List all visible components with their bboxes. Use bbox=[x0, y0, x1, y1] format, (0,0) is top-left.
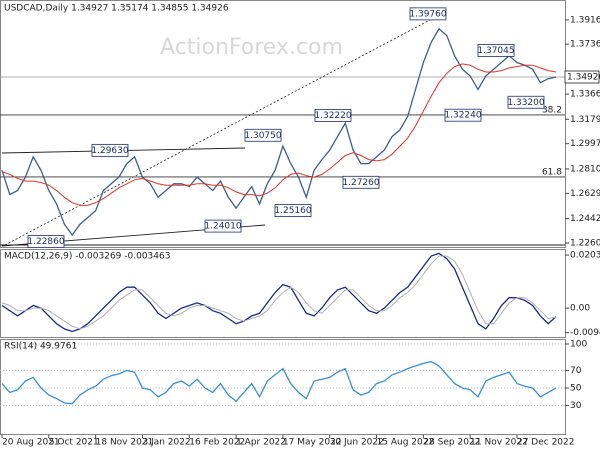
y-tick-label: 30 bbox=[570, 401, 582, 411]
y-tick-label: 1.24420 bbox=[570, 214, 600, 224]
price-callout-label: 1.30750 bbox=[244, 131, 281, 141]
panel-title: USDCAD,Daily 1.34927 1.35174 1.34855 1.3… bbox=[4, 4, 229, 14]
price-callout-label: 1.37045 bbox=[477, 46, 514, 56]
series-line bbox=[1, 63, 557, 206]
x-tick-label: 28 Sep 2022 bbox=[423, 438, 480, 448]
macd-frame bbox=[0, 249, 566, 338]
price-callout bbox=[342, 175, 380, 189]
last-price-box bbox=[564, 70, 600, 84]
x-tick-label: 1 Apr 2022 bbox=[236, 438, 286, 448]
y-tick-label: -0.009438 bbox=[570, 328, 600, 338]
x-tick-label: 15 Aug 2022 bbox=[377, 438, 435, 448]
y-tick-label: 1.28105 bbox=[570, 164, 600, 174]
y-tick-label: 0.02036 bbox=[570, 251, 600, 261]
price-callout bbox=[244, 128, 282, 142]
x-tick-label: 11 Nov 2022 bbox=[470, 438, 528, 448]
x-tick-label: 27 Dec 2022 bbox=[517, 438, 575, 448]
price-callout bbox=[274, 204, 312, 217]
y-tick-label: 1.37365 bbox=[570, 40, 600, 50]
x-tick-label: 20 Aug 2021 bbox=[2, 438, 60, 448]
y-tick-label: 1.22605 bbox=[570, 239, 600, 249]
y-tick-label: 1.29975 bbox=[570, 139, 600, 149]
series-line bbox=[1, 360, 557, 405]
plot-layer bbox=[0, 0, 566, 435]
last-price-label: 1.34926 bbox=[567, 73, 600, 83]
series-line bbox=[1, 27, 557, 237]
x-tick-label: 18 Nov 2021 bbox=[96, 438, 154, 448]
price-callout bbox=[314, 109, 352, 122]
fib-label: 61.8 bbox=[542, 167, 562, 177]
price-frame bbox=[0, 0, 566, 248]
y-tick-label: 1.33660 bbox=[570, 90, 600, 100]
price-callout-label: 1.29630 bbox=[91, 146, 128, 156]
price-callout-label: 1.39760 bbox=[409, 9, 446, 19]
trendline bbox=[4, 11, 446, 246]
price-callout-label: 1.33200 bbox=[507, 98, 544, 108]
price-callout bbox=[477, 44, 515, 57]
price-callout bbox=[444, 108, 482, 122]
rsi-frame bbox=[0, 339, 566, 435]
x-tick-label: 17 May 2022 bbox=[283, 438, 342, 448]
x-tick-label: 16 Feb 2022 bbox=[189, 438, 245, 448]
y-tick-label: 100 bbox=[570, 340, 587, 350]
x-tick-label: 3 Jan 2022 bbox=[142, 438, 190, 448]
price-callout bbox=[507, 95, 545, 109]
price-callout-label: 1.24010 bbox=[204, 222, 241, 232]
series-line bbox=[1, 252, 557, 333]
y-tick-label: 70 bbox=[570, 366, 582, 376]
x-tick-label: 30 Jun 2022 bbox=[330, 438, 384, 448]
price-callout-label: 1.25160 bbox=[274, 206, 311, 216]
y-tick-label: 1.39160 bbox=[570, 15, 600, 25]
price-callout-label: 1.32220 bbox=[314, 111, 351, 121]
price-callout bbox=[409, 7, 447, 21]
fib-label: 38.2 bbox=[542, 105, 562, 115]
y-tick-label: 1.31790 bbox=[570, 115, 600, 125]
price-callout bbox=[27, 235, 65, 248]
watermark: ActionForex.com bbox=[160, 35, 343, 60]
y-tick-label: 0.00 bbox=[570, 304, 590, 314]
price-callout-label: 1.27260 bbox=[342, 178, 379, 188]
y-tick-label: 50 bbox=[570, 384, 582, 394]
price-callout-label: 1.32240 bbox=[444, 111, 481, 121]
price-callout bbox=[204, 219, 242, 233]
price-callout bbox=[91, 143, 129, 157]
x-tick-label: 5 Oct 2021 bbox=[49, 438, 99, 448]
series-line bbox=[1, 255, 557, 330]
panel-title: MACD(12,26,9) -0.003269 -0.003463 bbox=[4, 252, 170, 262]
panel-title: RSI(14) 49.9761 bbox=[4, 342, 77, 352]
price-callout-label: 1.22860 bbox=[27, 237, 64, 247]
y-tick-label: 1.26290 bbox=[570, 189, 600, 199]
